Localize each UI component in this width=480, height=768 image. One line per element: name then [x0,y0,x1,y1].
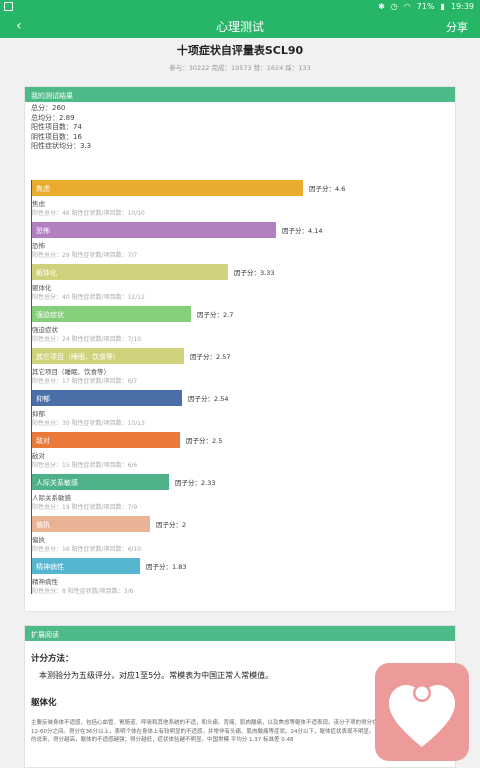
factor-bar: 躯体化 [32,264,228,280]
factor-bar: 敌对 [32,432,180,448]
factor-row: 强迫症状 因子分：2.7 强迫症状 阳性总分：24 阳性症状数/项目数：7/10 [31,306,451,348]
extended-reading-header: 扩展阅读 [25,626,455,641]
summary-total: 总分：260 [31,104,66,112]
app-bar: ‹ 心理测试 分享 [0,14,480,38]
page-title: 十项症状自评量表SCL90 [176,44,304,57]
section-title: 躯体化 [31,698,57,708]
factor-bar: 恐怖 [32,222,276,238]
factor-stats: 阳性总分：17 阳性症状数/项目数：6/7 [32,378,138,385]
factor-row: 人际关系敏感 因子分：2.33 人际关系敏感 阳性总分：19 阳性症状数/项目数：7/… [31,474,451,516]
summary-positive-count: 阳性项目数：74 [31,123,82,132]
factor-bar: 偏执 [32,516,150,532]
factor-stats: 阳性总分：19 阳性症状数/项目数：7/9 [32,504,138,511]
app-notification-icon [4,2,13,11]
status-bar: ✱ ◷ ◠ 71% ▮ 19:39 [0,0,480,14]
favorite-button[interactable] [375,663,469,761]
factor-bar: 强迫症状 [32,306,191,322]
factor-name: 焦虑 [32,200,45,208]
factor-name: 抑郁 [32,410,45,418]
factor-bar: 精神病性 [32,558,140,574]
section-text: 主要反映身体不适感，包括心血管、胃肠道、呼吸和其他系统的不适，和头痛、背痛、肌肉… [31,720,380,743]
factor-bar: 焦虑 [32,180,303,196]
factor-score: 因子分：3.33 [234,269,275,277]
factor-stats: 阳性总分：46 阳性症状数/项目数：10/10 [32,210,145,217]
clock: 19:39 [450,2,474,11]
bluetooth-icon: ✱ [378,2,385,11]
factor-score: 因子分：4.14 [282,227,323,235]
result-card-header: 我的测试结果 [25,87,455,102]
factor-score: 因子分：2.5 [186,437,223,445]
score-summary: 总分：260 总均分：2.89 阳性项目数：74 阴性项目数：16 阳性症状均分… [31,104,91,152]
factor-score: 因子分：2.7 [197,311,234,319]
factor-name: 其它项目（睡眠、饮食等） [32,368,110,376]
factor-name: 敌对 [32,452,45,460]
factor-bar: 人际关系敏感 [32,474,169,490]
factor-stats: 阳性总分：40 阳性症状数/项目数：12/12 [32,294,145,301]
factor-score: 因子分：1.83 [146,563,187,571]
factor-score: 因子分：2.33 [175,479,216,487]
result-card: 我的测试结果 总分：260 总均分：2.89 阳性项目数：74 阴性项目数：16… [24,86,456,612]
factor-row: 精神病性 因子分：1.83 精神病性 阳性总分：8 阳性症状数/项目数：3/6 [31,558,451,600]
factor-score: 因子分：2 [156,521,187,529]
summary-positive-mean: 阳性症状均分：3.3 [31,142,92,151]
back-icon[interactable]: ‹ [16,18,22,34]
factor-stats: 阳性总分：29 阳性症状数/项目数：7/7 [32,252,138,259]
factor-row: 抑郁 因子分：2.54 抑郁 阳性总分：30 阳性症状数/项目数：10/13 [31,390,451,432]
factor-score: 因子分：2.54 [188,395,229,403]
factor-name: 偏执 [32,536,45,544]
factor-name: 恐怖 [32,242,45,250]
test-stats: 参与：30222 完成：19573 赞：1624 踩：133 [169,64,311,72]
app-bar-title: 心理测试 [215,20,264,34]
factor-bar: 其它项目（睡眠、饮食等） [32,348,184,364]
summary-mean: 总均分：2.89 [31,113,75,122]
scoring-text: 本测验分为五级评分，对应1至5分。常模表为中国正常人常模值。 [39,671,274,680]
share-button[interactable]: 分享 [446,21,468,34]
factor-score: 因子分：4.6 [309,185,346,193]
factor-bar: 抑郁 [32,390,182,406]
factor-stats: 阳性总分：16 阳性症状数/项目数：6/10 [32,546,142,553]
wifi-icon: ◠ [403,2,411,11]
factor-row: 其它项目（睡眠、饮食等） 因子分：2.57 其它项目（睡眠、饮食等） 阳性总分：17 … [31,348,451,390]
factor-stats: 阳性总分：8 阳性症状数/项目数：3/6 [32,588,134,595]
factor-row: 偏执 因子分：2 偏执 阳性总分：16 阳性症状数/项目数：6/10 [31,516,451,558]
factor-row: 敌对 因子分：2.5 敌对 阳性总分：15 阳性症状数/项目数：6/6 [31,432,451,474]
heart-icon [389,684,455,747]
alarm-icon: ◷ [390,2,398,11]
factor-row: 躯体化 因子分：3.33 躯体化 阳性总分：40 阳性症状数/项目数：12/12 [31,264,451,306]
factor-stats: 阳性总分：30 阳性症状数/项目数：10/13 [32,420,145,427]
factor-stats: 阳性总分：15 阳性症状数/项目数：6/6 [32,462,138,469]
factor-score: 因子分：2.57 [190,353,231,361]
factor-name: 精神病性 [32,578,58,586]
factor-stats: 阳性总分：24 阳性症状数/项目数：7/10 [32,336,142,343]
factor-name: 躯体化 [32,284,52,292]
factor-name: 强迫症状 [32,326,58,334]
factor-name: 人际关系敏感 [32,494,71,502]
battery-icon: ▮ [440,2,445,11]
chart-axis [31,180,32,594]
factor-row: 焦虑 因子分：4.6 焦虑 阳性总分：46 阳性症状数/项目数：10/10 [31,180,451,222]
scoring-title: 计分方法： [31,654,74,664]
summary-negative-count: 阴性项目数：16 [31,132,82,141]
battery-level: 71% [416,2,435,11]
factor-row: 恐怖 因子分：4.14 恐怖 阳性总分：29 阳性症状数/项目数：7/7 [31,222,451,264]
